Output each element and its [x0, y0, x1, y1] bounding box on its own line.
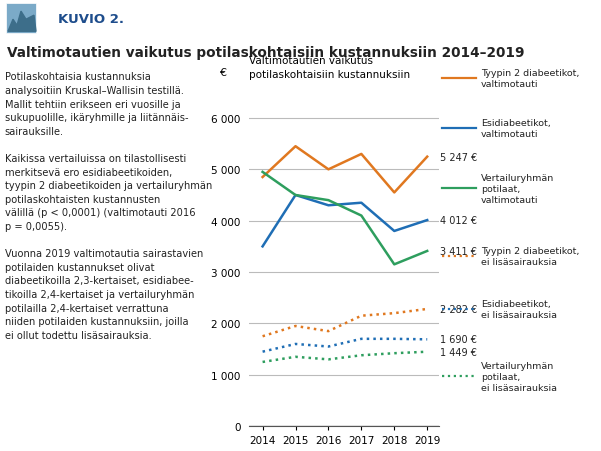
Text: Esidiabeetikot,
valtimotauti: Esidiabeetikot, valtimotauti [481, 119, 551, 139]
Text: Valtimotautien vaikutus potilaskohtaisiin kustannuksiin 2014–2019: Valtimotautien vaikutus potilaskohtaisii… [7, 46, 525, 60]
Text: KUVIO 2.: KUVIO 2. [58, 13, 124, 26]
Text: Vertailuryhmän
potilaat,
valtimotauti: Vertailuryhmän potilaat, valtimotauti [481, 174, 554, 205]
Text: Valtimotautien vaikutus: Valtimotautien vaikutus [249, 56, 373, 66]
Text: 2 282 €: 2 282 € [441, 304, 478, 314]
Polygon shape [8, 12, 36, 32]
FancyBboxPatch shape [6, 4, 36, 34]
Text: 1 690 €: 1 690 € [441, 335, 477, 345]
Text: Tyypin 2 diabeetikot,
valtimotauti: Tyypin 2 diabeetikot, valtimotauti [481, 69, 579, 89]
Text: €: € [219, 68, 226, 78]
Text: 5 247 €: 5 247 € [441, 152, 478, 162]
Text: 3 411 €: 3 411 € [441, 246, 477, 256]
Text: Vertailuryhmän
potilaat,
ei lisäsairauksia: Vertailuryhmän potilaat, ei lisäsairauks… [481, 361, 557, 392]
Text: 1 449 €: 1 449 € [441, 347, 477, 357]
Text: 4 012 €: 4 012 € [441, 216, 477, 226]
Text: Tyypin 2 diabeetikot,
ei lisäsairauksia: Tyypin 2 diabeetikot, ei lisäsairauksia [481, 246, 579, 266]
Text: Esidiabeetikot,
ei lisäsairauksia: Esidiabeetikot, ei lisäsairauksia [481, 299, 557, 319]
Text: potilaskohtaisiin kustannuksiin: potilaskohtaisiin kustannuksiin [249, 69, 410, 79]
Text: Potilaskohtaisia kustannuksia
analysoitiin Kruskal–Wallisin testillä.
Mallit teh: Potilaskohtaisia kustannuksia analysoiti… [5, 72, 212, 340]
